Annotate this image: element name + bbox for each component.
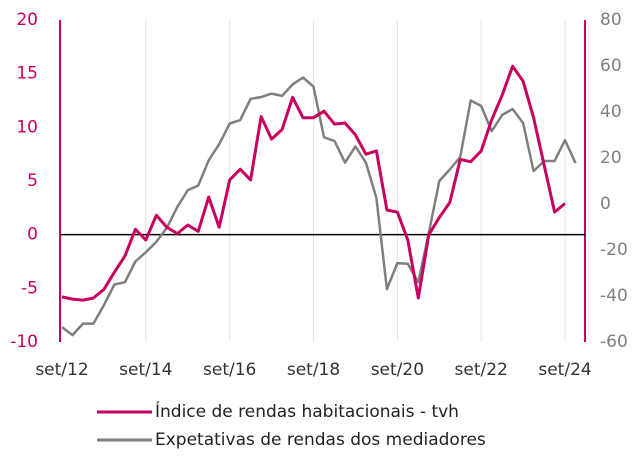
y-tick-label: 0 (27, 225, 38, 245)
y2-tick-label: 60 (600, 56, 622, 76)
y-tick-label: 10 (16, 117, 38, 137)
y2-tick-label: 0 (600, 194, 611, 214)
y-tick-label: 20 (16, 10, 38, 30)
y-tick-label: -10 (10, 332, 38, 352)
y-tick-label: 15 (16, 64, 38, 84)
legend-label: Expetativas de rendas dos mediadores (155, 430, 486, 450)
x-tick-label: set/14 (119, 360, 172, 380)
x-tick-label: set/24 (538, 360, 591, 380)
y-tick-label: -5 (21, 278, 38, 298)
y2-tick-label: -60 (600, 332, 628, 352)
y2-tick-label: -20 (600, 240, 628, 260)
x-tick-label: set/18 (287, 360, 340, 380)
y2-tick-label: 20 (600, 148, 622, 168)
x-tick-label: set/22 (455, 360, 508, 380)
y2-tick-label: 80 (600, 10, 622, 30)
x-tick-label: set/20 (371, 360, 424, 380)
legend-label: Índice de rendas habitacionais - tvh (155, 400, 459, 422)
x-tick-label: set/16 (203, 360, 256, 380)
y2-tick-label: -40 (600, 286, 628, 306)
y2-tick-label: 40 (600, 102, 622, 122)
x-tick-label: set/12 (35, 360, 88, 380)
series-line (61, 64, 566, 302)
y-tick-label: 5 (27, 171, 38, 191)
